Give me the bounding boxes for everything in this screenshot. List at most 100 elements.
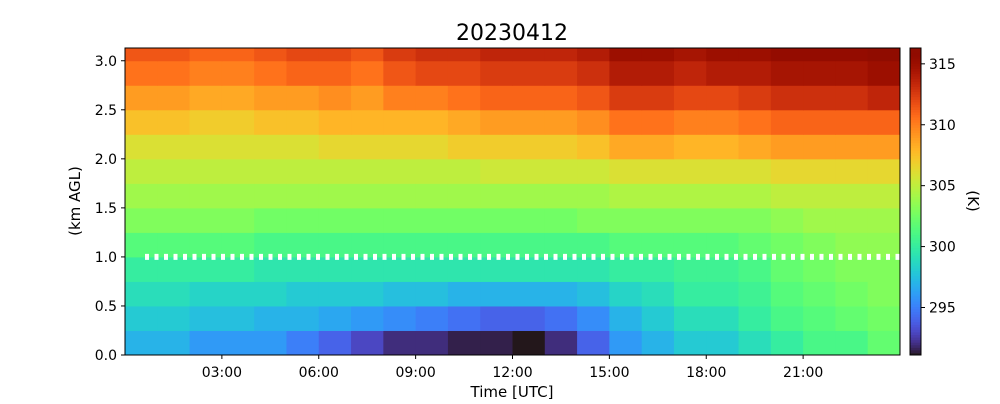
colorbar-segment <box>910 155 921 159</box>
heatmap-cell <box>254 305 287 331</box>
heatmap-cell <box>738 281 772 307</box>
heatmap-cell <box>318 109 352 135</box>
heatmap-cell <box>803 256 836 282</box>
heatmap-cell <box>383 48 417 62</box>
heatmap-cell <box>480 232 513 258</box>
colorbar-segment <box>910 204 921 208</box>
colorbar-segment <box>910 122 921 126</box>
heatmap-cell <box>706 60 740 86</box>
colorbar-segment <box>910 178 921 182</box>
x-tick-label: 03:00 <box>202 365 242 381</box>
heatmap-cell <box>351 330 384 356</box>
colorbar-tick-label: 300 <box>929 240 956 256</box>
heatmap-cell <box>318 207 352 233</box>
heatmap-cell <box>867 85 901 111</box>
heatmap-cell <box>835 232 869 258</box>
heatmap-cell <box>383 330 417 356</box>
heatmap-cell <box>286 134 320 160</box>
heatmap-cell <box>835 109 869 135</box>
colorbar-segment <box>910 88 921 92</box>
heatmap-cell <box>351 60 384 86</box>
colorbar-segment <box>910 242 921 246</box>
heatmap-cell <box>738 330 772 356</box>
colorbar-segment <box>910 127 921 131</box>
heatmap-cell <box>544 330 578 356</box>
heatmap-cell <box>254 183 287 209</box>
heatmap-cell <box>157 207 191 233</box>
y-tick-label: 3.0 <box>95 54 117 70</box>
heatmap-cell <box>447 330 481 356</box>
heatmap-cell <box>351 85 384 111</box>
colorbar-segment <box>910 119 921 123</box>
heatmap-cell <box>318 134 352 160</box>
heatmap-cell <box>738 305 772 331</box>
colorbar-segment <box>910 209 921 213</box>
colorbar-segment <box>910 306 921 310</box>
heatmap-cell <box>803 60 836 86</box>
heatmap-cell <box>867 207 901 233</box>
colorbar-segment <box>910 344 921 348</box>
heatmap-cell <box>706 207 740 233</box>
heatmap-cell <box>770 330 804 356</box>
heatmap-cell <box>383 158 417 184</box>
heatmap-cell <box>770 256 804 282</box>
heatmap-cell <box>577 183 610 209</box>
heatmap-cell <box>770 134 804 160</box>
y-tick-label: 0.0 <box>95 348 117 364</box>
heatmap-cell <box>351 158 384 184</box>
heatmap-cell <box>835 330 869 356</box>
heatmap-cell <box>125 60 158 86</box>
colorbar-segment <box>910 270 921 274</box>
colorbar-segment <box>910 63 921 67</box>
y-tick-label: 0.5 <box>95 299 117 315</box>
y-tick-label: 1.5 <box>95 201 117 217</box>
heatmap-cell <box>512 134 546 160</box>
heatmap-cell <box>125 330 158 356</box>
heatmap-cell <box>286 48 320 62</box>
colorbar-segment <box>910 175 921 179</box>
heatmap-cell <box>221 85 255 111</box>
heatmap-cell <box>803 305 836 331</box>
heatmap-cell <box>544 48 578 62</box>
colorbar-segment <box>910 129 921 133</box>
heatmap-cell <box>835 85 869 111</box>
heatmap-cell <box>318 48 352 62</box>
colorbar-segment <box>910 142 921 146</box>
colorbar-segment <box>910 296 921 300</box>
heatmap-cell <box>609 256 643 282</box>
chart-title: 20230412 <box>456 21 568 46</box>
heatmap-cell <box>318 281 352 307</box>
heatmap-cell <box>577 158 610 184</box>
colorbar-segment <box>910 168 921 172</box>
heatmap-cell <box>835 256 869 282</box>
heatmap-cell <box>286 256 320 282</box>
colorbar-segment <box>910 257 921 261</box>
colorbar-segment <box>910 265 921 269</box>
heatmap-cell <box>867 183 901 209</box>
colorbar-segment <box>910 339 921 343</box>
heatmap-cell <box>157 158 191 184</box>
heatmap-cell <box>641 158 675 184</box>
heatmap-cell <box>221 232 255 258</box>
heatmap-cell <box>480 183 513 209</box>
colorbar-segment <box>910 96 921 100</box>
heatmap-cell <box>803 134 836 160</box>
heatmap-cell <box>383 305 417 331</box>
heatmap-cell <box>157 183 191 209</box>
heatmap-cell <box>351 256 384 282</box>
heatmap-cell <box>803 232 836 258</box>
colorbar-segment <box>910 78 921 82</box>
heatmap-cell <box>641 330 675 356</box>
heatmap-cell <box>351 281 384 307</box>
heatmap-cell <box>544 60 578 86</box>
heatmap-cell <box>738 256 772 282</box>
heatmap-cell <box>673 48 707 62</box>
heatmap-cell <box>318 158 352 184</box>
colorbar-label: (K) <box>964 190 982 212</box>
heatmap-cell <box>221 207 255 233</box>
heatmap-cell <box>415 60 449 86</box>
colorbar-segment <box>910 334 921 338</box>
colorbar-segment <box>910 326 921 330</box>
heatmap-cell <box>480 60 513 86</box>
